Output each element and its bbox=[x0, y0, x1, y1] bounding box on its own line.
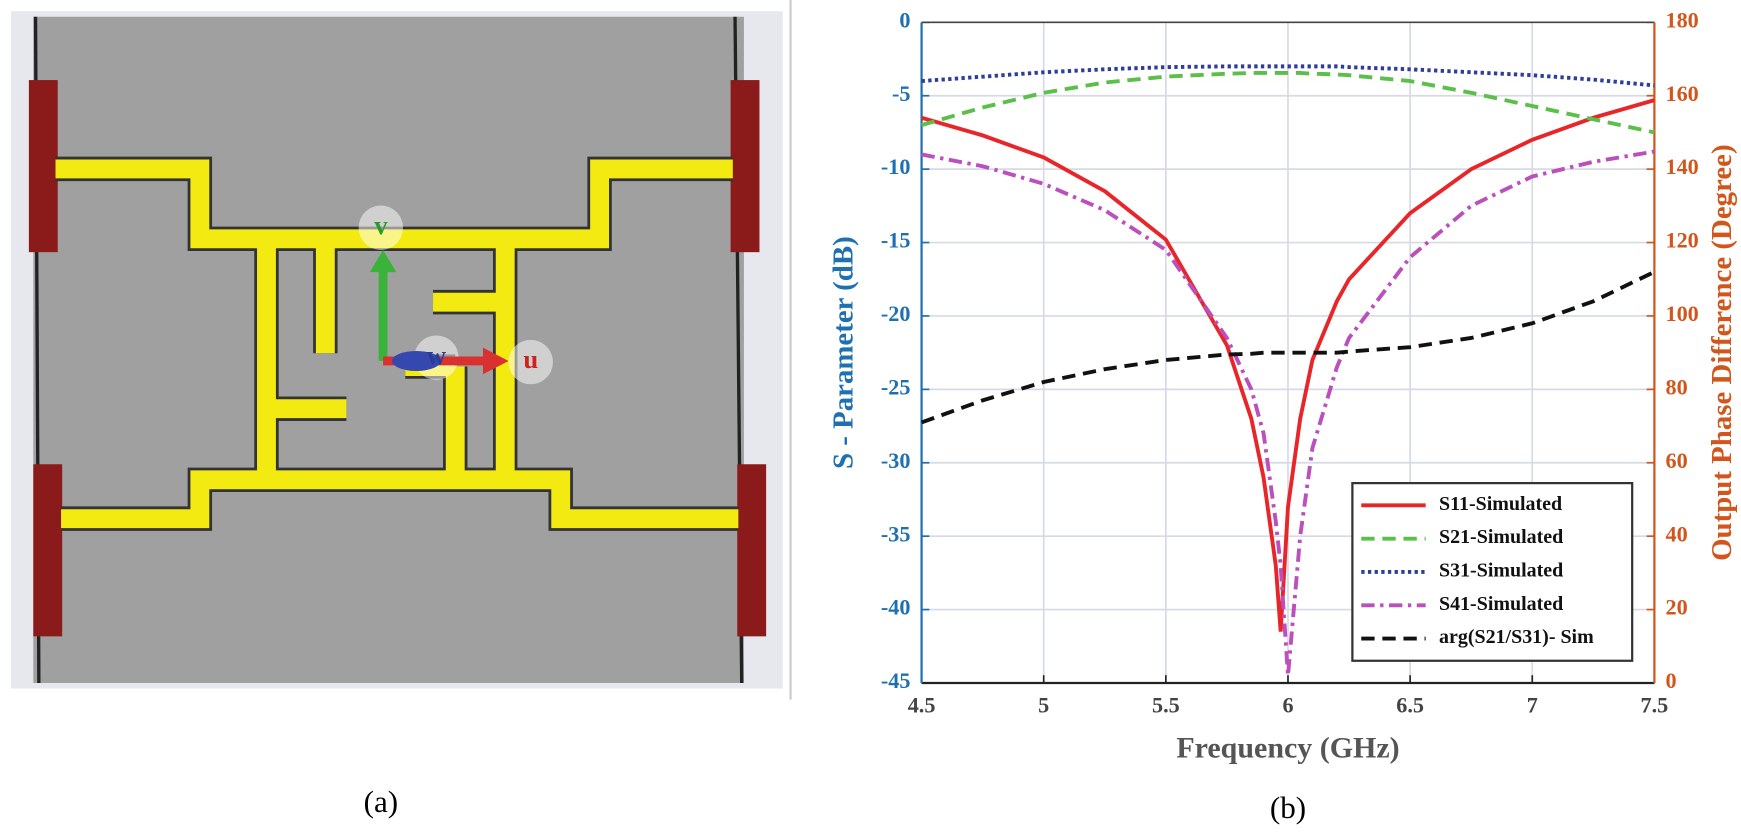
port bbox=[33, 464, 63, 637]
panel-label: (a) bbox=[364, 784, 399, 819]
legend-label: arg(S21/S31)- Sim bbox=[1439, 626, 1594, 648]
x-tick-label: 7.5 bbox=[1641, 693, 1669, 718]
port bbox=[28, 80, 58, 253]
y2-tick-label: 80 bbox=[1665, 374, 1687, 399]
x-tick-label: 6 bbox=[1282, 693, 1293, 718]
port bbox=[737, 464, 767, 637]
w-arrow bbox=[391, 350, 441, 371]
y-tick-label: -5 bbox=[892, 81, 910, 106]
y2-tick-label: 20 bbox=[1665, 595, 1687, 620]
x-tick-label: 6.5 bbox=[1396, 693, 1424, 718]
y-tick-label: -25 bbox=[881, 374, 911, 399]
v-arrowhead bbox=[369, 249, 397, 273]
axis-halo bbox=[358, 205, 404, 250]
x-tick-label: 7 bbox=[1527, 693, 1538, 718]
legend-label: S21-Simulated bbox=[1439, 526, 1563, 548]
series-line bbox=[921, 149, 1655, 676]
y-tick-label: -35 bbox=[881, 521, 911, 546]
legend-box bbox=[1351, 482, 1634, 662]
substrate bbox=[33, 16, 744, 683]
ports bbox=[28, 80, 767, 637]
y-tick-label: -20 bbox=[881, 301, 911, 326]
y2-tick-label: 120 bbox=[1665, 228, 1698, 253]
y-tick-label: -10 bbox=[881, 154, 911, 179]
y2-axis-label: Output Phase Difference (Degree) bbox=[1706, 144, 1738, 560]
axis-label: u bbox=[523, 344, 538, 374]
y2-tick-label: 60 bbox=[1665, 448, 1687, 473]
axis-halo bbox=[508, 339, 553, 385]
y2-tick-label: 0 bbox=[1665, 668, 1676, 693]
legend-label: S41-Simulated bbox=[1439, 593, 1563, 615]
y-tick-label: -15 bbox=[881, 228, 911, 253]
x-tick-label: 5.5 bbox=[1152, 693, 1180, 718]
y2-tick-label: 40 bbox=[1665, 521, 1687, 546]
x-tick-label: 4.5 bbox=[908, 693, 936, 718]
series-line bbox=[921, 71, 1655, 135]
y-tick-label: -45 bbox=[881, 668, 911, 693]
x-tick-label: 5 bbox=[1038, 693, 1049, 718]
y2-tick-label: 160 bbox=[1665, 81, 1698, 106]
y2-tick-label: 140 bbox=[1665, 154, 1698, 179]
axis-label: w bbox=[427, 340, 447, 370]
legend-label: S11-Simulated bbox=[1439, 493, 1562, 515]
y2-tick-label: 100 bbox=[1665, 301, 1698, 326]
y-tick-label: 0 bbox=[899, 7, 910, 32]
y-tick-label: -40 bbox=[881, 595, 911, 620]
panel-label: (b) bbox=[1270, 790, 1306, 825]
series-line bbox=[921, 64, 1655, 88]
layout-panel: v w u bbox=[11, 0, 792, 700]
x-axis-label: Frequency (GHz) bbox=[1176, 732, 1399, 765]
port bbox=[730, 80, 760, 253]
legend-label: S31-Simulated bbox=[1439, 560, 1563, 582]
series-line bbox=[920, 270, 1656, 425]
u-arrowhead bbox=[482, 347, 509, 375]
series-line bbox=[921, 98, 1655, 632]
y2-tick-label: 180 bbox=[1665, 7, 1698, 32]
axis-label: v bbox=[374, 210, 388, 240]
y-axis-label: S - Parameter (dB) bbox=[828, 236, 860, 469]
y-tick-label: -30 bbox=[881, 448, 911, 473]
